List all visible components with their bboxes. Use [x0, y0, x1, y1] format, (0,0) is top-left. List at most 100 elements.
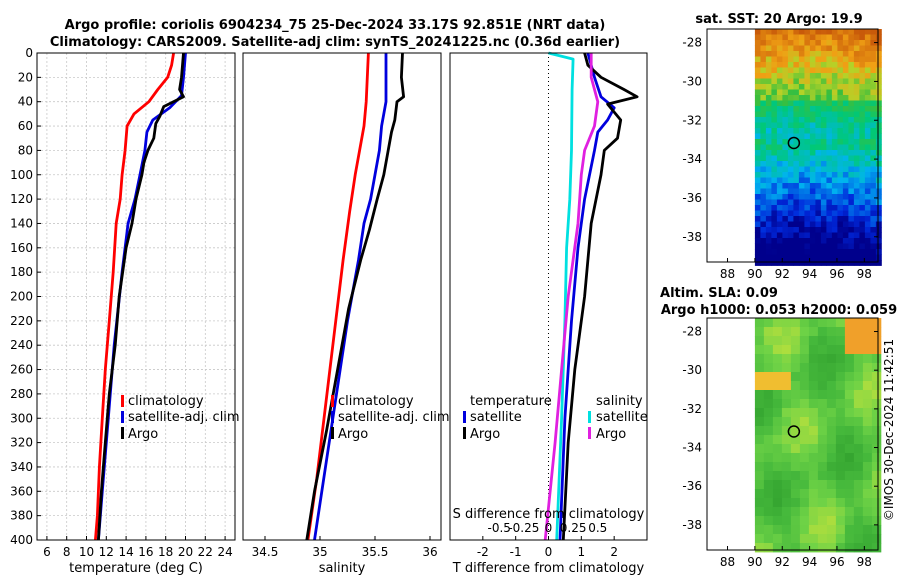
heatmap-cell	[817, 399, 828, 409]
heatmap-cell	[826, 471, 837, 481]
heatmap-cell	[859, 100, 866, 107]
heatmap-cell	[776, 117, 783, 123]
heatmap-cell	[864, 161, 871, 167]
heatmap-cell	[787, 238, 794, 244]
heatmap-cell	[820, 232, 827, 239]
heatmap-cell	[831, 183, 838, 189]
heatmap-cell	[820, 45, 827, 52]
heatmap-cell	[781, 426, 792, 436]
legend-swatch-argo	[121, 427, 124, 439]
heatmap-cell	[772, 363, 783, 373]
heatmap-cell	[870, 194, 877, 200]
heatmap-cell	[772, 534, 783, 544]
heatmap-cell	[875, 144, 882, 151]
heatmap-cell	[842, 177, 849, 184]
heatmap-cell	[760, 161, 767, 167]
heatmap-cell	[799, 318, 810, 328]
heatmap-cell	[798, 133, 805, 140]
heatmap-cell	[790, 345, 801, 355]
heatmap-cell	[804, 216, 811, 222]
legend-label-temp-satellite: satellite	[470, 410, 522, 425]
heatmap-cell	[754, 426, 765, 436]
heatmap-cell	[853, 498, 864, 508]
heatmap-cell	[831, 150, 838, 156]
heatmap-cell	[820, 172, 827, 178]
heatmap-cell	[853, 67, 860, 74]
x-tick-label: 12	[99, 545, 114, 559]
heatmap-cell	[815, 227, 822, 233]
heatmap-cell	[870, 188, 877, 195]
heatmap-cell	[871, 462, 882, 472]
heatmap-cell	[848, 216, 855, 222]
heatmap-cell	[875, 194, 882, 200]
map-x-tick-label: 96	[829, 555, 844, 569]
heatmap-cell	[776, 29, 783, 35]
heatmap-cell	[771, 260, 778, 266]
heatmap-cell	[793, 100, 800, 107]
heatmap-cell	[804, 84, 811, 90]
heatmap-cell	[809, 205, 816, 211]
heatmap-cell	[826, 117, 833, 123]
heatmap-cell	[870, 73, 877, 79]
heatmap-cell	[772, 525, 783, 535]
heatmap-cell	[763, 498, 774, 508]
heatmap-cell	[848, 221, 855, 228]
heatmap-cell	[817, 480, 828, 490]
heatmap-cell	[793, 73, 800, 79]
heatmap-cell	[804, 188, 811, 195]
heatmap-cell	[782, 227, 789, 233]
heatmap-cell	[853, 381, 864, 391]
heatmap-cell	[804, 254, 811, 261]
legend-header-temperature: temperature	[470, 394, 552, 409]
heatmap-cell	[760, 139, 767, 145]
heatmap-cell	[853, 29, 860, 35]
heatmap-cell	[808, 354, 819, 364]
heatmap-cell	[870, 29, 877, 35]
heatmap-cell	[815, 243, 822, 250]
heatmap-cell	[782, 166, 789, 173]
heatmap-cell	[799, 399, 810, 409]
heatmap-cell	[859, 128, 866, 134]
heatmap-cell	[831, 106, 838, 112]
heatmap-cell	[831, 161, 838, 167]
heatmap-cell	[853, 507, 864, 517]
heatmap-cell	[771, 106, 778, 112]
heatmap-cell	[862, 381, 873, 391]
heatmap-cell	[864, 139, 871, 145]
legend-swatch-argo	[331, 427, 334, 439]
heatmap-cell	[842, 29, 849, 35]
heatmap-cell	[837, 221, 844, 228]
heatmap-cell	[820, 78, 827, 85]
heatmap-cell	[870, 51, 877, 57]
heatmap-cell	[772, 381, 783, 391]
heatmap-cell	[826, 183, 833, 189]
heatmap-cell	[760, 122, 767, 129]
heatmap-cell	[864, 128, 871, 134]
heatmap-cell	[798, 177, 805, 184]
heatmap-cell	[771, 128, 778, 134]
y-tick-label: 60	[18, 119, 33, 133]
heatmap-cell	[798, 78, 805, 85]
heatmap-cell	[848, 260, 855, 266]
heatmap-cell	[771, 139, 778, 145]
heatmap-cell	[776, 128, 783, 134]
heatmap-cell	[859, 111, 866, 118]
heatmap-cell	[760, 51, 767, 57]
heatmap-cell	[782, 221, 789, 228]
heatmap-cell	[837, 216, 844, 222]
series-line-argo	[97, 52, 185, 541]
heatmap-cell	[864, 188, 871, 195]
heatmap-cell	[835, 453, 846, 463]
heatmap-cell	[754, 354, 765, 364]
difference-panel: -2 -1 0 1 2 T difference from climatology -0.5…	[449, 51, 648, 576]
heatmap-cell	[793, 177, 800, 184]
heatmap-cell	[781, 336, 792, 346]
heatmap-cell	[853, 172, 860, 178]
heatmap-cell	[776, 139, 783, 145]
heatmap-cell	[771, 111, 778, 118]
heatmap-cell	[804, 34, 811, 41]
heatmap-cell	[781, 381, 792, 391]
heatmap-cell	[848, 67, 855, 74]
heatmap-cell	[787, 177, 794, 184]
heatmap-cell	[787, 106, 794, 112]
